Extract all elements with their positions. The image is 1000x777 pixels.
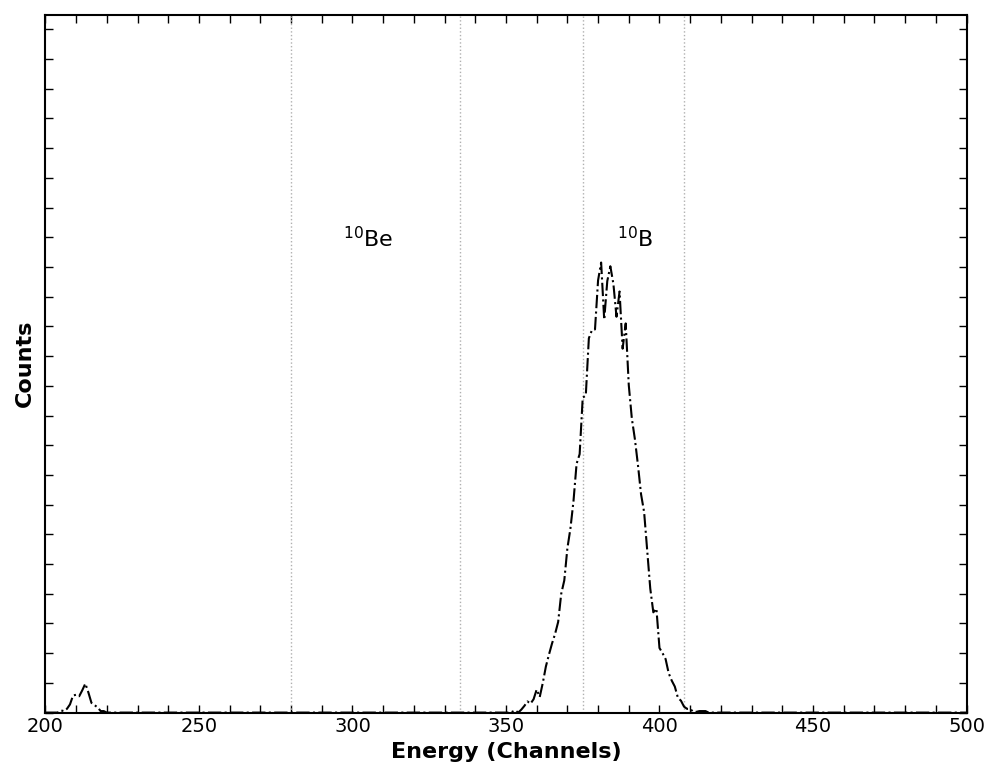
Text: $^{10}$B: $^{10}$B (617, 225, 653, 251)
Y-axis label: Counts: Counts (15, 320, 35, 407)
X-axis label: Energy (Channels): Energy (Channels) (391, 742, 621, 762)
Text: $^{10}$Be: $^{10}$Be (343, 225, 393, 251)
